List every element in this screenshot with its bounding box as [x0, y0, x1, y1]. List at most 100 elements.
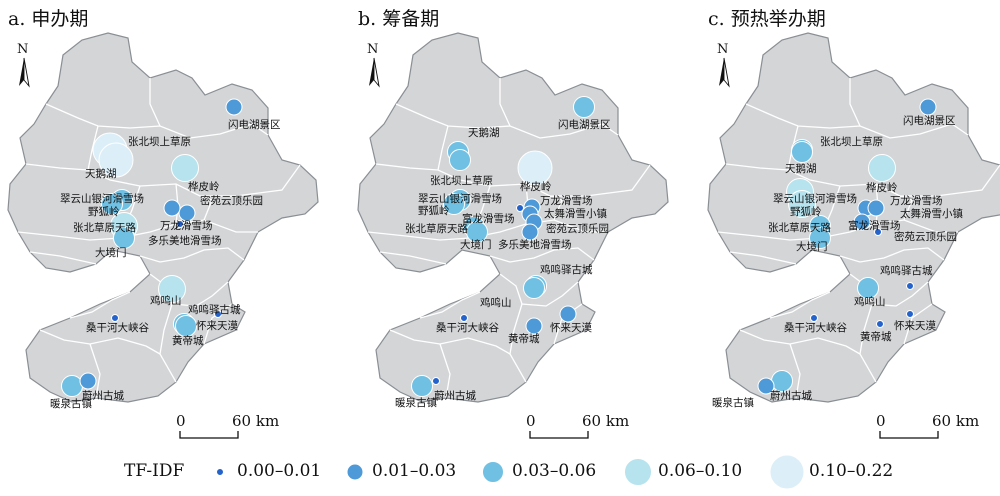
site-label: 万龙滑雪场: [160, 219, 213, 232]
site-marker: [113, 227, 135, 249]
county-border: [903, 303, 933, 345]
site-label: 桑干河大峡谷: [784, 321, 847, 334]
site-label: 万龙滑雪场: [890, 194, 943, 207]
site-marker: [466, 221, 488, 243]
site-marker: [906, 282, 914, 290]
site-marker: [876, 320, 884, 328]
site-label: 桦皮岭: [866, 181, 898, 194]
site-marker: [521, 223, 539, 241]
site-marker: [559, 305, 577, 323]
site-label: 暖泉古镇: [50, 397, 92, 410]
map-panel-c: N 0 60 km 闪电湖景区 张北坝上草原 天鹅湖 桦皮岭 翠云山银河滑雪场 野狐岭 万龙滑雪场…: [700, 0, 1000, 450]
map-panel-b: N 0 60 km 闪电湖景区 天鹅湖 张北坝上草原 桦皮岭 翠云山银河滑雪场 野狐岭 富龙滑雪场…: [350, 0, 683, 450]
site-marker: [523, 277, 545, 299]
site-label: 密苑云顶乐园: [546, 222, 609, 235]
site-label: 野狐岭: [790, 205, 822, 218]
county-border: [769, 291, 831, 319]
scale-distance-label: 60 km: [582, 412, 629, 430]
north-label: N: [717, 42, 728, 57]
county-border: [509, 303, 527, 383]
county-border: [149, 78, 161, 127]
county-border: [199, 195, 213, 221]
north-arrow-icon: [719, 57, 730, 88]
site-marker: [111, 314, 119, 322]
county-border: [25, 163, 301, 197]
region-outline: [7, 32, 319, 403]
site-marker: [525, 317, 543, 335]
county-border: [717, 219, 958, 241]
site-marker: [853, 213, 871, 231]
site-label: 万龙滑雪场: [540, 194, 593, 207]
site-label: 黄帝城: [508, 332, 540, 345]
site-marker: [101, 193, 123, 215]
county-border: [739, 329, 861, 355]
legend-item-4: 0.06–0.10: [618, 452, 742, 492]
site-label: 翠云山银河滑雪场: [60, 192, 144, 205]
site-label: 翠云山银河滑雪场: [418, 192, 502, 205]
site-marker: [411, 375, 433, 397]
north-arrow-icon: [369, 57, 380, 88]
legend-symbol-2: [346, 463, 364, 481]
site-label: 多乐美地滑雪场: [148, 234, 222, 247]
scale-distance-label: 60 km: [932, 412, 979, 430]
site-label: 富龙滑雪场: [462, 212, 515, 225]
county-border: [729, 251, 797, 265]
legend-symbol-3: [482, 461, 504, 483]
site-label: 野狐岭: [88, 205, 120, 218]
legend-label-1: 0.00–0.01: [237, 461, 322, 481]
site-label: 闪电湖景区: [903, 114, 956, 127]
county-border: [849, 78, 861, 127]
site-label: 张北坝上草原: [128, 135, 191, 148]
county-border: [499, 78, 511, 127]
site-label: 闪电湖景区: [558, 118, 611, 131]
site-label: 桦皮岭: [520, 180, 552, 193]
site-label: 太舞滑雪小镇: [900, 207, 963, 220]
site-label: 大境门: [796, 240, 828, 253]
panel-title-b: b. 筹备期: [358, 8, 440, 30]
site-marker: [906, 310, 914, 318]
site-label: 张北草原天路: [73, 221, 136, 234]
county-border: [419, 291, 481, 319]
county-border: [499, 273, 579, 307]
site-label: 怀来天漠: [550, 322, 592, 334]
site-label: 闪电湖景区: [228, 118, 281, 131]
scale-zero-label: 0: [876, 412, 886, 430]
site-marker: [214, 310, 222, 318]
site-marker: [757, 377, 775, 395]
site-marker: [874, 228, 882, 236]
site-label: 张北草原天路: [768, 221, 831, 234]
site-label: 天鹅湖: [468, 126, 500, 139]
legend-circle: [482, 461, 504, 483]
site-label: 黄帝城: [172, 334, 204, 347]
county-border: [379, 251, 447, 265]
site-label: 暖泉古镇: [712, 396, 754, 409]
site-label: 野狐岭: [418, 204, 450, 217]
site-label: 鸡鸣山: [480, 296, 512, 309]
county-border: [437, 125, 449, 171]
site-label: 天鹅湖: [85, 167, 117, 180]
site-marker: [225, 98, 243, 116]
panel-title-c: c. 预热举办期: [708, 8, 826, 30]
site-label: 天鹅湖: [785, 162, 817, 175]
legend-symbol-5: [769, 454, 805, 490]
county-border: [859, 303, 877, 383]
site-marker: [516, 204, 524, 212]
site-label: 桑干河大峡谷: [436, 321, 499, 334]
site-label: 鸡鸣驿古城: [540, 263, 593, 276]
legend-circle: [216, 468, 224, 476]
site-marker: [517, 150, 553, 186]
site-marker: [178, 204, 196, 222]
map-panel-a: N 0 60 km 闪电湖景区 张北坝上草原 天鹅湖 桦皮岭 密苑云顶乐园 翠云山银河滑雪场 野狐…: [0, 0, 333, 450]
site-marker: [176, 220, 184, 228]
north-label: N: [17, 42, 28, 57]
site-marker: [163, 199, 181, 217]
site-label: 密苑云顶乐园: [200, 194, 263, 207]
site-label: 蔚州古城: [82, 389, 124, 402]
site-marker: [573, 96, 595, 118]
county-border: [899, 195, 913, 221]
county-border: [29, 251, 97, 265]
scale-zero-label: 0: [526, 412, 536, 430]
site-marker: [79, 372, 97, 390]
site-label: 鸡鸣山: [854, 295, 886, 308]
